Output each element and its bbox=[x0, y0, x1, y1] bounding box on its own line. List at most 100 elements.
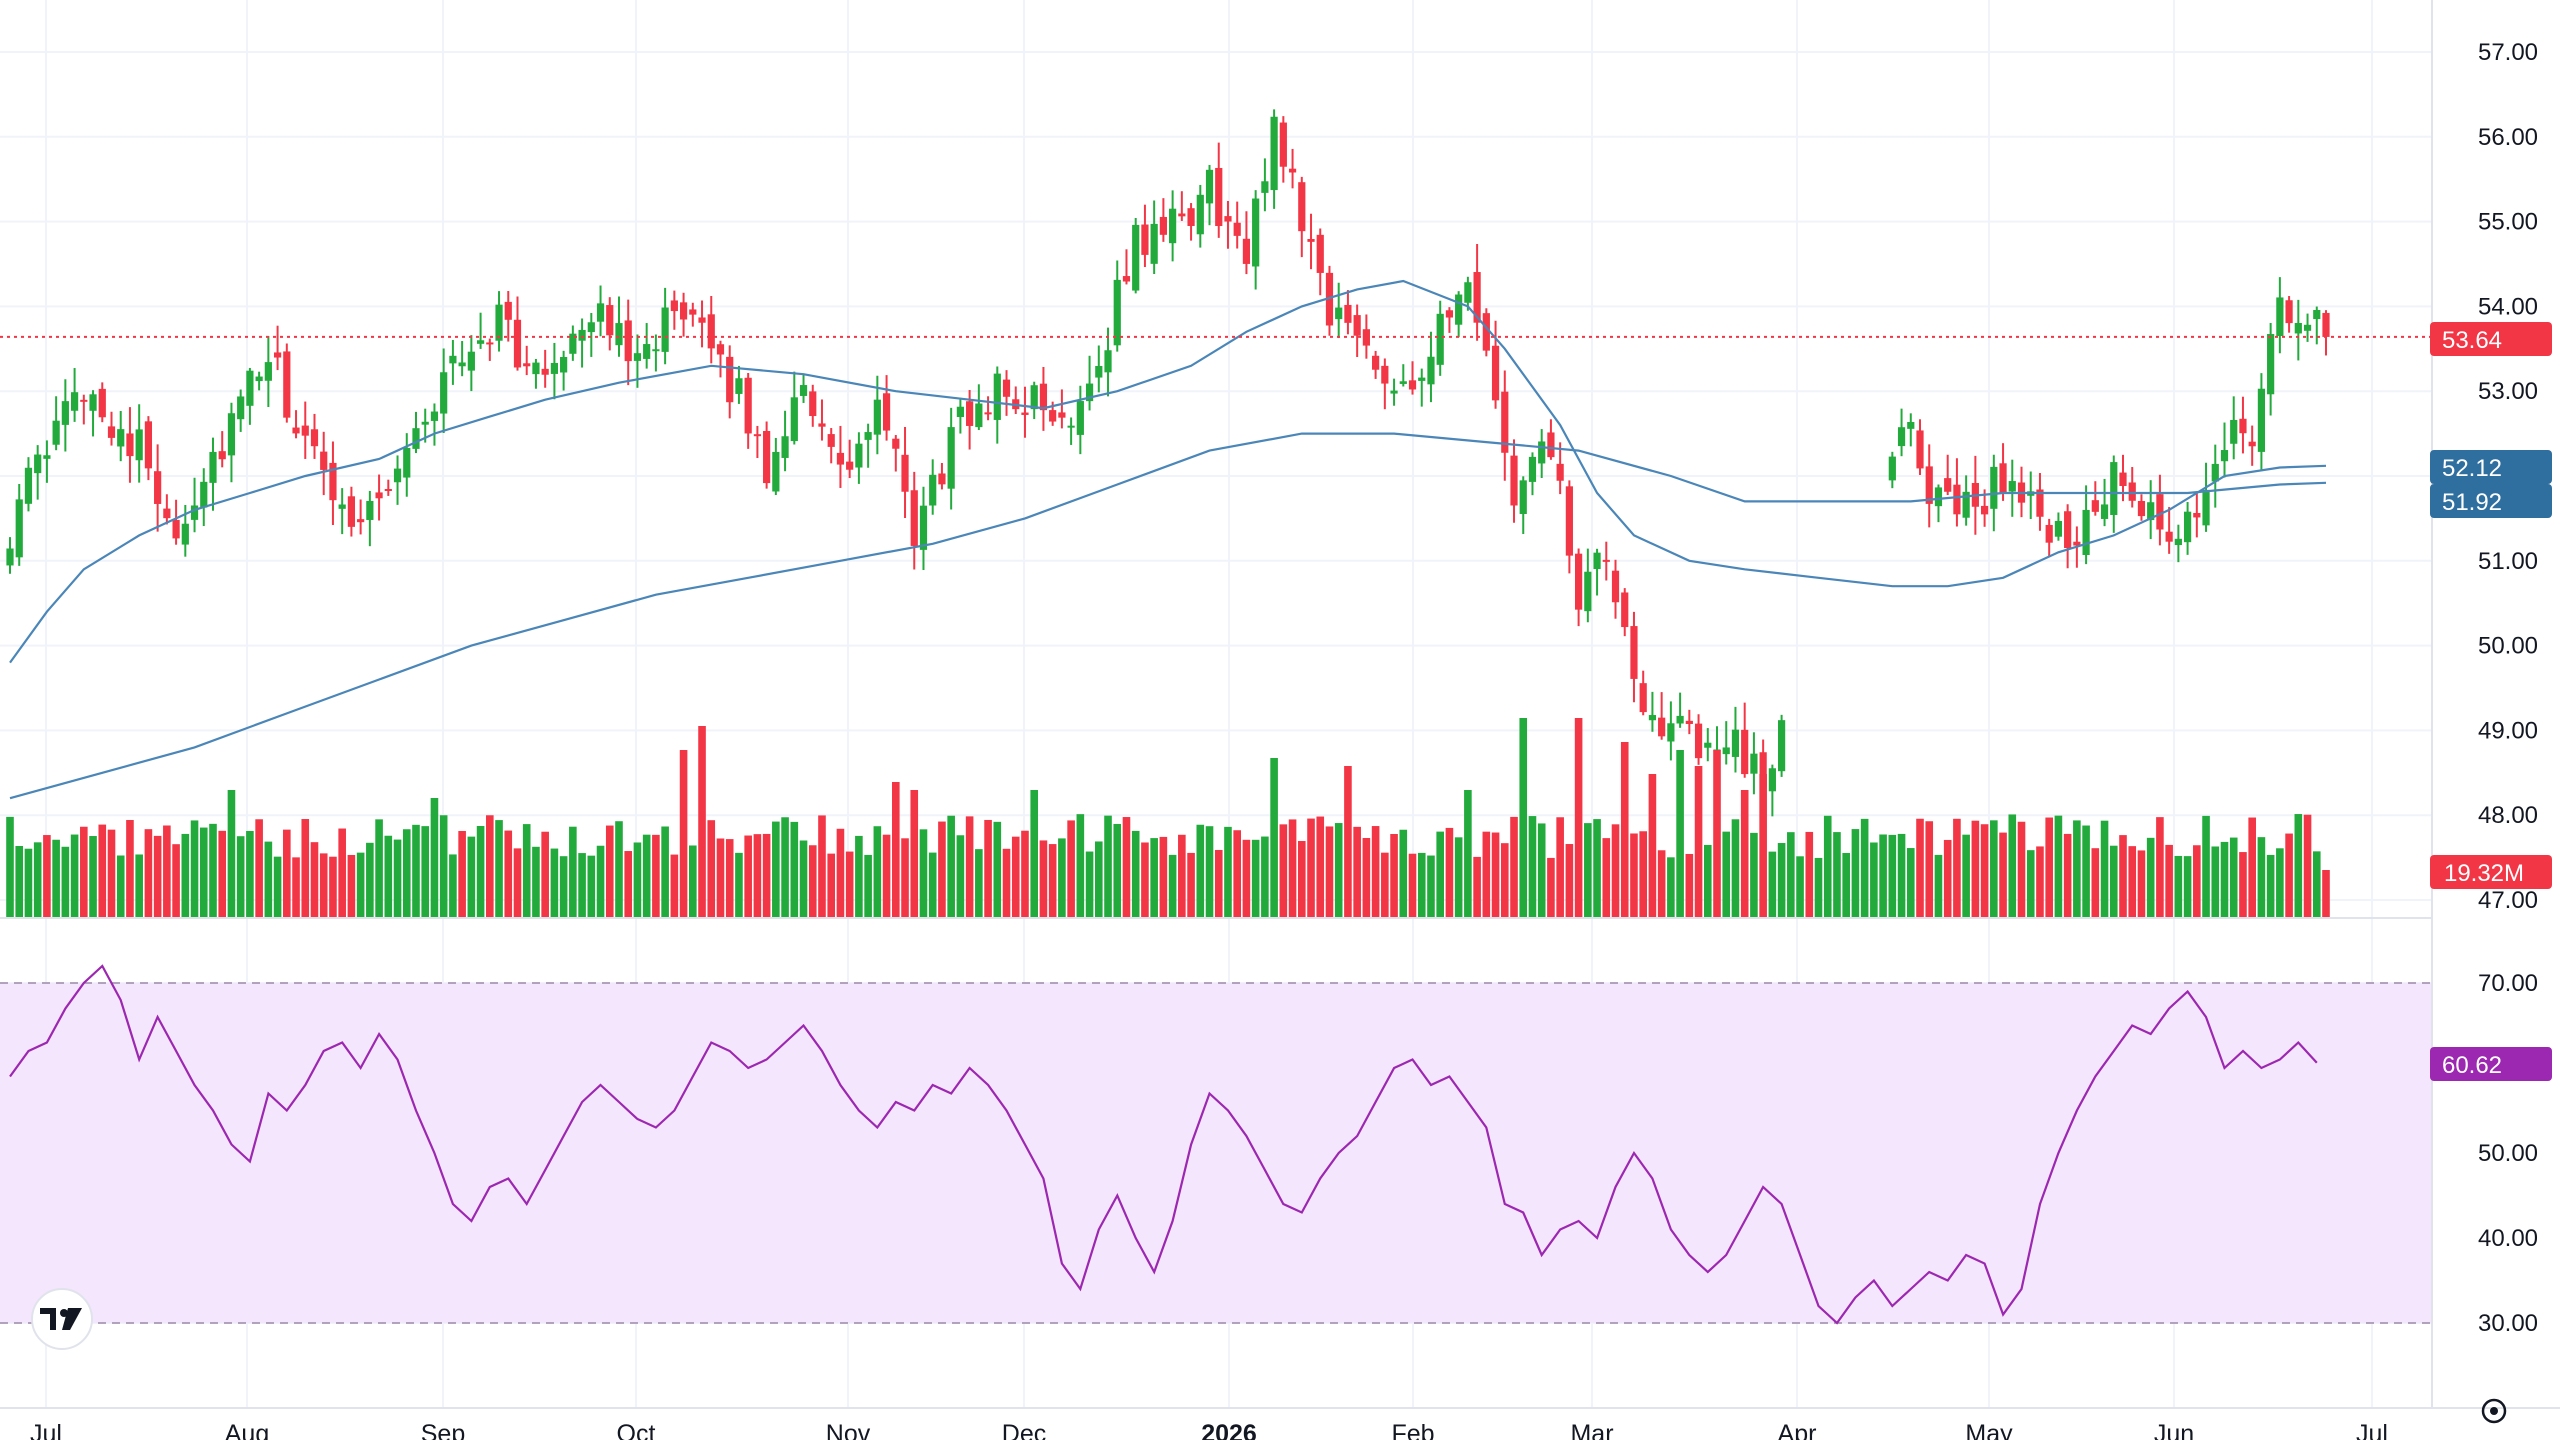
volume-bar bbox=[2193, 845, 2201, 918]
candle bbox=[1067, 417, 1075, 445]
candle bbox=[624, 299, 632, 386]
candle bbox=[458, 341, 466, 377]
candle bbox=[1676, 692, 1684, 728]
candle-body bbox=[1455, 294, 1463, 325]
candle-body bbox=[338, 504, 346, 509]
candle bbox=[1344, 290, 1352, 335]
candle-body bbox=[1205, 169, 1214, 204]
volume-bar bbox=[845, 851, 854, 918]
candle bbox=[1122, 249, 1131, 285]
candle bbox=[2211, 444, 2219, 508]
candle bbox=[393, 455, 402, 505]
candle-body bbox=[2073, 541, 2081, 546]
candle-body bbox=[1095, 365, 1103, 378]
candle bbox=[347, 486, 356, 537]
candle-body bbox=[1556, 463, 1564, 481]
candle bbox=[1611, 559, 1620, 619]
volume-bar bbox=[1381, 852, 1389, 918]
settings-gear-icon[interactable] bbox=[2481, 1398, 2507, 1424]
candle-body bbox=[329, 462, 337, 501]
rsi-band bbox=[0, 983, 2432, 1323]
candle bbox=[1205, 164, 1214, 226]
logo-mark-dot bbox=[60, 1309, 68, 1317]
volume-bar bbox=[1897, 833, 1906, 918]
candle-body bbox=[1501, 391, 1509, 453]
ma-short-badge-text: 52.12 bbox=[2442, 455, 2502, 482]
tradingview-logo-icon[interactable] bbox=[31, 1288, 93, 1350]
candle bbox=[2110, 455, 2118, 533]
candle-body bbox=[70, 392, 79, 411]
candle-body bbox=[1482, 313, 1490, 351]
candle-body bbox=[1602, 559, 1610, 562]
candle bbox=[1224, 200, 1232, 249]
candle bbox=[1962, 475, 1970, 526]
candle-body bbox=[1252, 198, 1260, 267]
volume-bar bbox=[569, 826, 577, 918]
volume-bar bbox=[1962, 834, 1970, 918]
candle-body bbox=[1731, 729, 1740, 757]
volume-bar bbox=[1740, 790, 1749, 918]
volume-bar bbox=[1750, 832, 1758, 918]
candle-body bbox=[24, 467, 33, 504]
candle bbox=[513, 296, 522, 371]
candle bbox=[790, 371, 798, 445]
volume-bar bbox=[2119, 835, 2127, 918]
candle bbox=[1418, 368, 1426, 407]
time-axis[interactable]: Jul Aug Sep Oct Nov Dec 2026 Feb Mar Apr May Jun Jul bbox=[0, 1407, 2560, 1440]
volume-bar bbox=[1971, 820, 1980, 918]
candle bbox=[403, 433, 411, 497]
volume-bar bbox=[2165, 844, 2173, 918]
candle-body bbox=[476, 340, 485, 344]
candle-body bbox=[1888, 456, 1896, 481]
volume-bar bbox=[1528, 816, 1537, 918]
candle bbox=[163, 494, 171, 525]
time-tick-label: Jul bbox=[30, 1420, 62, 1440]
candle bbox=[541, 349, 549, 388]
candle-body bbox=[172, 519, 180, 539]
volume-bar bbox=[2109, 845, 2118, 918]
volume-bar bbox=[1630, 833, 1638, 918]
volume-bar bbox=[2045, 817, 2053, 918]
volume-bar bbox=[2054, 815, 2063, 918]
candle bbox=[2239, 396, 2247, 454]
volume-bars bbox=[6, 718, 2330, 918]
candle-body bbox=[1002, 379, 1011, 397]
candle-body bbox=[1132, 224, 1140, 291]
candle-body bbox=[2294, 323, 2302, 334]
candle bbox=[2230, 396, 2238, 460]
candle-body bbox=[1224, 216, 1232, 222]
candle-body bbox=[1916, 430, 1924, 469]
volume-bar bbox=[2026, 850, 2035, 918]
volume-bar bbox=[827, 853, 836, 918]
volume-bar bbox=[2146, 837, 2155, 918]
volume-bar bbox=[356, 852, 365, 918]
volume-bar bbox=[1713, 750, 1721, 918]
volume-bar bbox=[1048, 844, 1057, 918]
candle bbox=[1353, 304, 1361, 358]
volume-bar bbox=[975, 849, 983, 918]
volume-bar bbox=[1906, 848, 1915, 918]
candle bbox=[1187, 203, 1195, 241]
gear-center bbox=[2490, 1407, 2498, 1415]
candle-body bbox=[1270, 116, 1278, 191]
price-axis[interactable]: 57.0056.0055.0054.0053.0052.0051.0050.00… bbox=[2430, 0, 2552, 1408]
volume-bar bbox=[1916, 818, 1924, 918]
volume-bar bbox=[1316, 816, 1325, 918]
candle bbox=[1039, 366, 1048, 431]
candle bbox=[569, 325, 577, 361]
candles bbox=[6, 109, 2330, 817]
candle-body bbox=[707, 314, 715, 349]
candle-body bbox=[1584, 571, 1592, 612]
candle-body bbox=[1316, 234, 1324, 273]
volume-bar bbox=[1667, 857, 1675, 918]
volume-bar bbox=[892, 782, 900, 918]
candle bbox=[799, 374, 808, 403]
volume-badge-text: 19.32M bbox=[2444, 860, 2524, 887]
candle bbox=[2027, 471, 2035, 520]
candle bbox=[154, 444, 162, 532]
volume-bar bbox=[2248, 817, 2256, 918]
candle bbox=[264, 335, 272, 408]
ma-short-badge-bg bbox=[2430, 450, 2552, 484]
